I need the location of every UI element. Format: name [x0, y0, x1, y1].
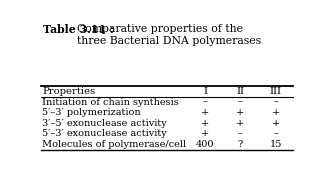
- Text: I: I: [203, 87, 207, 96]
- Text: 400: 400: [196, 140, 214, 149]
- Text: +: +: [272, 119, 280, 128]
- Text: –: –: [202, 98, 207, 107]
- Text: +: +: [236, 119, 244, 128]
- Text: +: +: [201, 129, 209, 138]
- Text: Molecules of polymerase/cell: Molecules of polymerase/cell: [42, 140, 186, 149]
- Text: +: +: [201, 108, 209, 117]
- Text: Properties: Properties: [42, 87, 95, 96]
- Text: 5′–3′ polymerization: 5′–3′ polymerization: [42, 108, 141, 117]
- Text: –: –: [273, 129, 278, 138]
- Text: III: III: [270, 87, 282, 96]
- Text: 3′–5′ exonuclease activity: 3′–5′ exonuclease activity: [42, 119, 167, 128]
- Text: +: +: [236, 108, 244, 117]
- Text: +: +: [201, 119, 209, 128]
- Text: ?: ?: [238, 140, 243, 149]
- Text: II: II: [236, 87, 244, 96]
- Text: –: –: [273, 98, 278, 107]
- Text: Table 3.11 :: Table 3.11 :: [43, 24, 114, 35]
- Text: 5′–3′ exonuclease activity: 5′–3′ exonuclease activity: [42, 129, 167, 138]
- Text: 15: 15: [270, 140, 282, 149]
- Text: +: +: [272, 108, 280, 117]
- Text: Initiation of chain synthesis: Initiation of chain synthesis: [42, 98, 179, 107]
- Text: Comparative properties of the
three Bacterial DNA polymerases: Comparative properties of the three Bact…: [77, 24, 261, 46]
- Text: –: –: [238, 129, 243, 138]
- Text: –: –: [238, 98, 243, 107]
